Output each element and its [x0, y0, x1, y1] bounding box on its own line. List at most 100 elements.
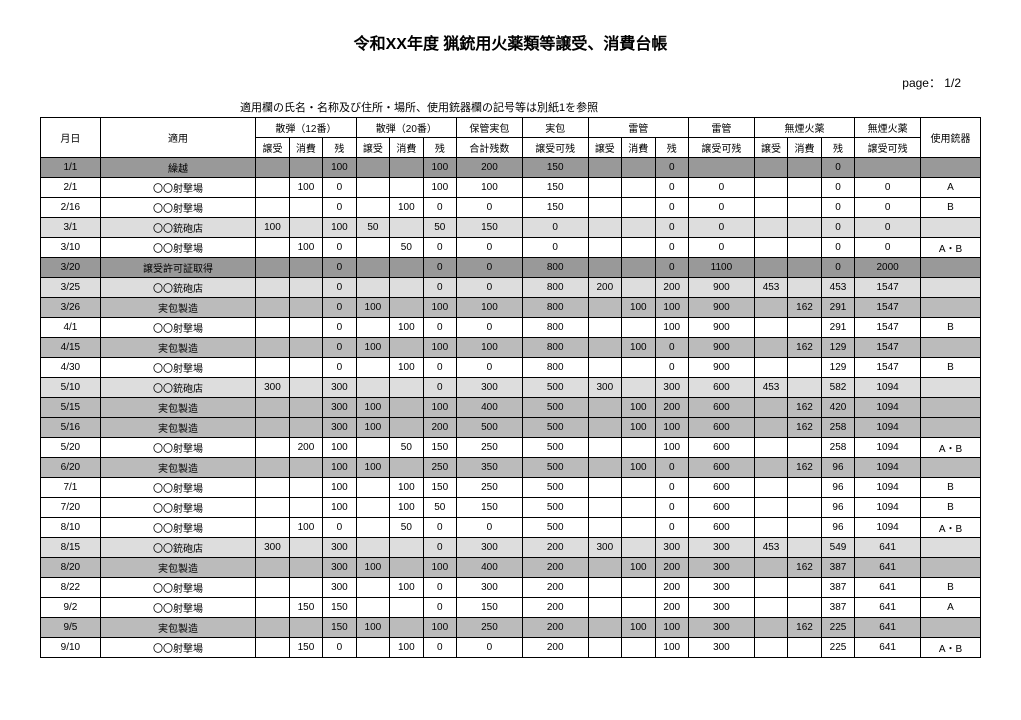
cell	[356, 438, 389, 458]
cell	[390, 338, 423, 358]
cell	[256, 478, 289, 498]
th-sub: 譲受可残	[522, 138, 588, 158]
cell: 0	[323, 338, 356, 358]
cell: 300	[588, 538, 621, 558]
cell	[921, 458, 981, 478]
cell: 100	[356, 618, 389, 638]
cell: 150	[323, 598, 356, 618]
cell: 1094	[855, 458, 921, 478]
cell: 100	[390, 498, 423, 518]
th-live: 実包	[522, 118, 588, 138]
cell: 200	[655, 558, 689, 578]
cell: 9/5	[41, 618, 101, 638]
cell: 0	[323, 198, 356, 218]
cell: 300	[689, 558, 755, 578]
cell: 0	[689, 238, 755, 258]
cell	[256, 178, 289, 198]
cell: 1547	[855, 338, 921, 358]
cell: 0	[323, 258, 356, 278]
cell	[754, 258, 787, 278]
cell: 500	[522, 458, 588, 478]
cell	[588, 358, 621, 378]
cell	[289, 358, 322, 378]
cell: 150	[522, 198, 588, 218]
cell	[588, 338, 621, 358]
cell	[256, 398, 289, 418]
cell	[788, 238, 821, 258]
cell	[390, 298, 423, 318]
cell	[356, 538, 389, 558]
cell: 300	[689, 538, 755, 558]
cell: 100	[622, 558, 655, 578]
table-row: 6/20実包製造1001002503505001000600162961094	[41, 458, 981, 478]
cell	[356, 318, 389, 338]
cell	[356, 278, 389, 298]
cell	[788, 218, 821, 238]
cell: 200	[522, 598, 588, 618]
cell: 800	[522, 358, 588, 378]
cell: 0	[423, 198, 456, 218]
cell	[921, 538, 981, 558]
cell: 453	[754, 378, 787, 398]
cell	[622, 578, 655, 598]
th-sub: 残	[821, 138, 855, 158]
cell	[390, 458, 423, 478]
cell	[754, 238, 787, 258]
th-sub: 譲受	[754, 138, 787, 158]
cell	[588, 498, 621, 518]
cell: 0	[423, 638, 456, 658]
cell	[788, 438, 821, 458]
cell	[754, 598, 787, 618]
cell	[256, 498, 289, 518]
cell: 250	[457, 478, 523, 498]
table-row: 3/25〇〇銃砲店0008002002009004534531547	[41, 278, 981, 298]
cell: 453	[754, 278, 787, 298]
cell: 400	[457, 558, 523, 578]
cell: 162	[788, 298, 821, 318]
th-sub: 譲受可残	[855, 138, 921, 158]
cell: 0	[323, 298, 356, 318]
ledger-table: 月日 適用 散弾（12番） 散弾（20番） 保管実包 実包 雷管 雷管 無煙火薬…	[40, 117, 981, 658]
cell: 96	[821, 498, 855, 518]
cell: 0	[323, 238, 356, 258]
cell	[390, 378, 423, 398]
cell: 600	[689, 478, 755, 498]
table-body: 1/1繰越100100200150002/1〇〇射撃場1000100100150…	[41, 158, 981, 658]
cell: 実包製造	[100, 458, 255, 478]
cell	[588, 178, 621, 198]
cell: 0	[821, 158, 855, 178]
cell: 9/2	[41, 598, 101, 618]
cell: 100	[356, 418, 389, 438]
th-sub: 消費	[788, 138, 821, 158]
cell	[588, 258, 621, 278]
cell: 繰越	[100, 158, 255, 178]
cell: 0	[821, 198, 855, 218]
cell	[921, 218, 981, 238]
cell	[289, 338, 322, 358]
cell	[356, 578, 389, 598]
cell: 0	[655, 158, 689, 178]
cell: 100	[423, 558, 456, 578]
cell	[622, 598, 655, 618]
table-row: 2/16〇〇射撃場0100001500000B	[41, 198, 981, 218]
cell	[390, 418, 423, 438]
cell	[289, 618, 322, 638]
cell: 150	[522, 178, 588, 198]
cell	[256, 618, 289, 638]
table-row: 5/16実包製造30010020050050010010060016225810…	[41, 418, 981, 438]
cell: 100	[323, 218, 356, 238]
cell: 0	[423, 598, 456, 618]
cell: 300	[689, 578, 755, 598]
cell	[289, 398, 322, 418]
cell: 8/20	[41, 558, 101, 578]
cell: 100	[356, 558, 389, 578]
cell	[754, 318, 787, 338]
cell: 100	[423, 178, 456, 198]
cell	[588, 458, 621, 478]
cell: 7/20	[41, 498, 101, 518]
cell: 0	[655, 198, 689, 218]
cell: 549	[821, 538, 855, 558]
th-sub: 譲受可残	[689, 138, 755, 158]
cell	[356, 198, 389, 218]
cell	[356, 158, 389, 178]
